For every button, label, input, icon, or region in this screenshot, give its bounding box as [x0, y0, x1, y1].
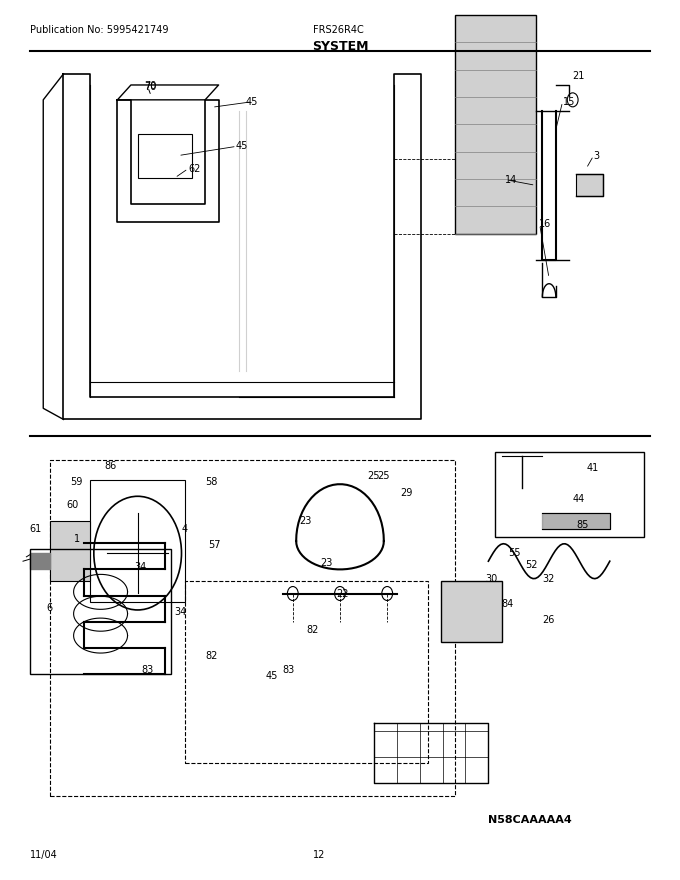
Text: 22: 22: [337, 589, 349, 598]
Bar: [137, 134, 192, 178]
Text: 25: 25: [367, 472, 379, 481]
Text: 84: 84: [502, 598, 514, 609]
Text: 4: 4: [182, 524, 188, 534]
Bar: [441, 582, 502, 642]
Text: 52: 52: [526, 561, 538, 570]
Text: 82: 82: [205, 651, 218, 661]
Text: 32: 32: [543, 575, 555, 584]
Bar: [455, 15, 536, 233]
Text: 44: 44: [573, 494, 585, 503]
Text: 3: 3: [593, 150, 599, 160]
Polygon shape: [30, 554, 50, 569]
Text: 45: 45: [245, 97, 258, 106]
Text: 21: 21: [573, 70, 585, 81]
Text: 6: 6: [47, 603, 53, 612]
Text: 83: 83: [283, 665, 295, 675]
Text: 23: 23: [299, 516, 312, 525]
Text: 55: 55: [509, 548, 521, 558]
Bar: [576, 174, 603, 196]
Text: 61: 61: [30, 524, 42, 534]
Text: SYSTEM: SYSTEM: [311, 40, 369, 53]
Text: 15: 15: [562, 97, 575, 106]
Text: 23: 23: [320, 558, 332, 568]
Bar: [185, 582, 428, 763]
Bar: [50, 460, 455, 796]
Text: 29: 29: [401, 488, 413, 497]
Text: 59: 59: [70, 478, 82, 488]
Text: 26: 26: [543, 615, 555, 625]
Text: 34: 34: [134, 562, 147, 572]
Text: 45: 45: [235, 142, 248, 151]
Text: 41: 41: [586, 463, 598, 473]
Text: 25: 25: [377, 472, 390, 481]
Text: 57: 57: [209, 540, 221, 550]
Polygon shape: [543, 513, 610, 529]
Bar: [50, 521, 90, 582]
Bar: [495, 452, 643, 537]
Text: 82: 82: [306, 625, 319, 634]
Text: 45: 45: [266, 671, 278, 681]
Bar: [30, 549, 171, 674]
Text: 34: 34: [175, 606, 187, 617]
Text: 30: 30: [485, 575, 497, 584]
Text: 62: 62: [188, 164, 201, 173]
Text: 70: 70: [144, 81, 157, 91]
Text: N58CAAAAA4: N58CAAAAA4: [488, 815, 572, 825]
Bar: [90, 480, 185, 602]
Text: 1: 1: [73, 534, 80, 544]
Text: 12: 12: [313, 850, 326, 860]
Text: 85: 85: [576, 520, 588, 530]
Text: Publication No: 5995421749: Publication No: 5995421749: [30, 25, 168, 34]
Text: 70: 70: [144, 82, 157, 92]
Text: 60: 60: [67, 500, 79, 510]
Text: 86: 86: [104, 461, 116, 472]
Text: 14: 14: [505, 175, 517, 185]
Text: 83: 83: [141, 665, 153, 675]
Text: 58: 58: [205, 478, 218, 488]
Text: FRS26R4C: FRS26R4C: [313, 25, 364, 34]
Text: 16: 16: [539, 219, 551, 230]
Text: 11/04: 11/04: [30, 850, 58, 860]
